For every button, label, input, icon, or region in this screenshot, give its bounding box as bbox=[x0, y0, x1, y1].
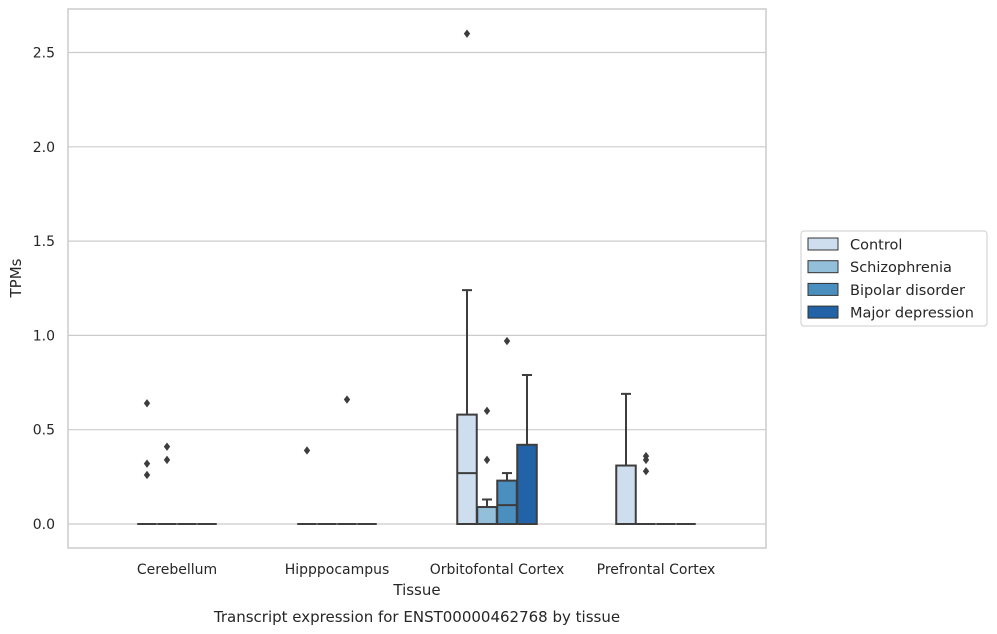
x-tick-label: Cerebellum bbox=[137, 562, 217, 578]
box-group bbox=[615, 392, 637, 525]
box bbox=[496, 479, 518, 526]
outlier-point bbox=[303, 446, 311, 455]
box-group bbox=[297, 446, 317, 525]
box-group bbox=[476, 406, 498, 525]
y-tick-label: 0.0 bbox=[33, 517, 55, 533]
box-group bbox=[157, 442, 177, 525]
box bbox=[615, 464, 637, 525]
x-axis-title: Tissue bbox=[392, 581, 440, 599]
y-tick-label: 2.5 bbox=[33, 46, 55, 62]
box-group bbox=[456, 29, 478, 525]
outlier-point bbox=[642, 451, 650, 461]
box-layer bbox=[137, 29, 696, 526]
y-tick-label: 1.5 bbox=[33, 234, 55, 250]
legend-label: Control bbox=[850, 238, 902, 254]
gridlines bbox=[68, 51, 766, 525]
y-tick-label: 0.5 bbox=[33, 423, 55, 439]
outlier-point bbox=[143, 399, 151, 408]
x-tick-label: Orbitofontal Cortex bbox=[430, 562, 565, 578]
x-tick-label: Prefrontal Cortex bbox=[597, 562, 716, 578]
chart-caption: Transcript expression for ENST0000046276… bbox=[213, 608, 620, 626]
outlier-point bbox=[163, 455, 171, 465]
y-axis-title: TPMs bbox=[7, 258, 25, 298]
outlier-point bbox=[483, 406, 491, 416]
box-group bbox=[516, 374, 538, 525]
box-group bbox=[636, 451, 656, 525]
x-tick-label: Hipppocampus bbox=[285, 562, 390, 578]
outlier-point bbox=[483, 455, 491, 465]
plot-frame bbox=[67, 8, 767, 549]
legend-label: Major depression bbox=[850, 306, 974, 322]
outlier-point bbox=[143, 470, 151, 480]
y-tick-label: 2.0 bbox=[33, 140, 55, 156]
legend-label: Schizophrenia bbox=[850, 260, 952, 276]
y-tick-labels: 0.0 0.5 1.0 1.5 2.0 2.5 bbox=[33, 46, 55, 534]
legend-label: Bipolar disorder bbox=[850, 283, 965, 299]
outlier-point bbox=[143, 459, 151, 468]
box bbox=[516, 443, 538, 525]
legend-swatch bbox=[807, 237, 839, 251]
box-group bbox=[337, 395, 357, 525]
box bbox=[456, 413, 478, 525]
box bbox=[476, 506, 498, 525]
outlier-point bbox=[163, 442, 171, 451]
y-tick-label: 1.0 bbox=[33, 328, 55, 344]
legend: Control Schizophrenia Bipolar disorder Majo… bbox=[800, 230, 988, 327]
legend-swatch bbox=[807, 305, 839, 319]
legend-items: Control Schizophrenia Bipolar disorder Majo… bbox=[807, 237, 974, 322]
outlier-point bbox=[642, 466, 650, 476]
legend-swatch bbox=[807, 282, 839, 296]
outlier-point bbox=[343, 395, 351, 404]
x-tick-labels: Cerebellum Hipppocampus Orbitofontal Corte… bbox=[137, 562, 715, 578]
box-group bbox=[137, 399, 157, 525]
box-group bbox=[496, 336, 518, 526]
legend-swatch bbox=[807, 260, 839, 274]
outlier-point bbox=[503, 336, 511, 346]
outlier-point bbox=[463, 29, 471, 38]
legend-frame bbox=[800, 230, 988, 327]
